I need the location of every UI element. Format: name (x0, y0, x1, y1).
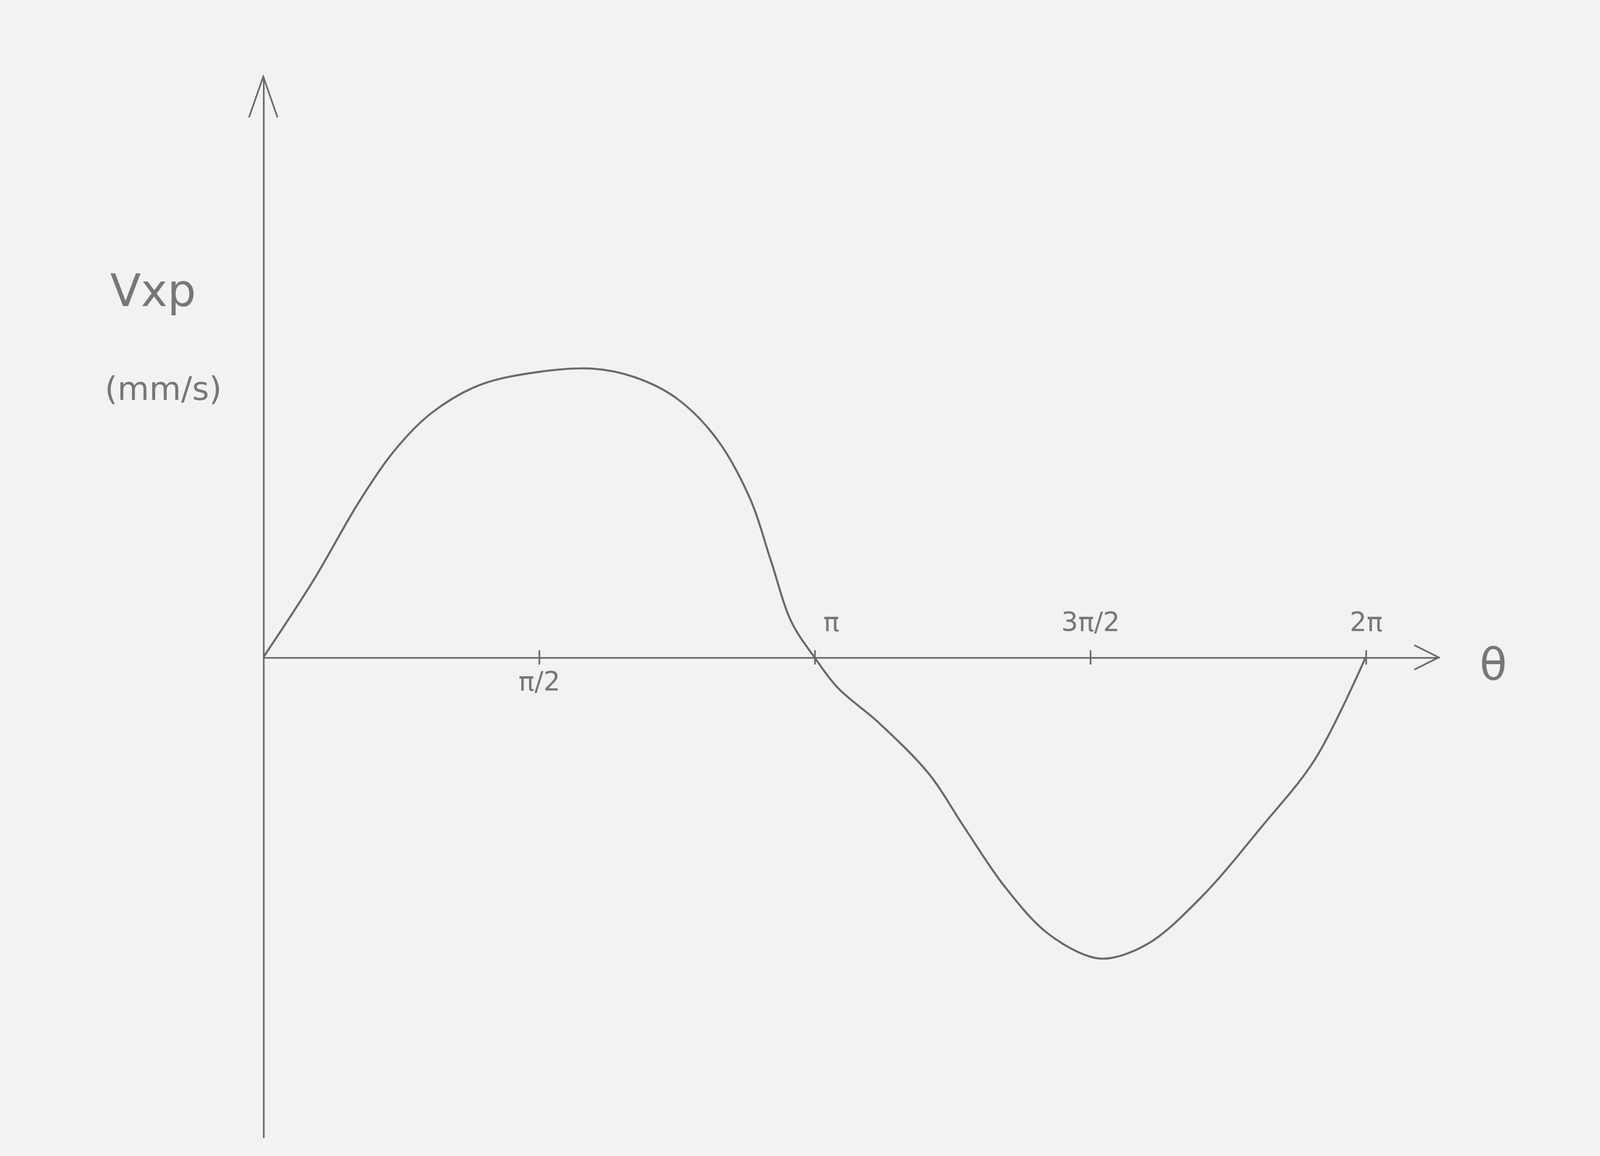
velocity-line (263, 368, 1366, 959)
y-arrowhead (249, 76, 278, 118)
x-tick-mark (1089, 650, 1092, 665)
x-tick: 3π/2 (1061, 606, 1120, 665)
x-tick-label: 2π (1349, 606, 1383, 638)
x-axis-line (263, 657, 1440, 660)
y-axis (263, 77, 265, 1139)
x-tick-label: π/2 (518, 666, 561, 697)
background (0, 0, 1600, 1156)
x-tick: 2π (1349, 606, 1383, 665)
y-axis-line (262, 77, 265, 1139)
x-axis-title: θ (1479, 638, 1508, 691)
x-arrowhead (1414, 645, 1439, 670)
x-tick: π (814, 606, 840, 665)
chart: π/2 π 3π/2 2π Vxp(mm/s) θ (0, 0, 1600, 1156)
x-tick-mark (538, 650, 541, 665)
x-tick-label: 3π/2 (1061, 606, 1120, 638)
x-axis: π/2 π 3π/2 2π (263, 606, 1440, 697)
x-tick-label: π (823, 606, 840, 638)
y-axis-title: Vxp(mm/s) (104, 264, 222, 408)
plot-area (263, 368, 1366, 959)
x-tick: π/2 (518, 650, 561, 697)
